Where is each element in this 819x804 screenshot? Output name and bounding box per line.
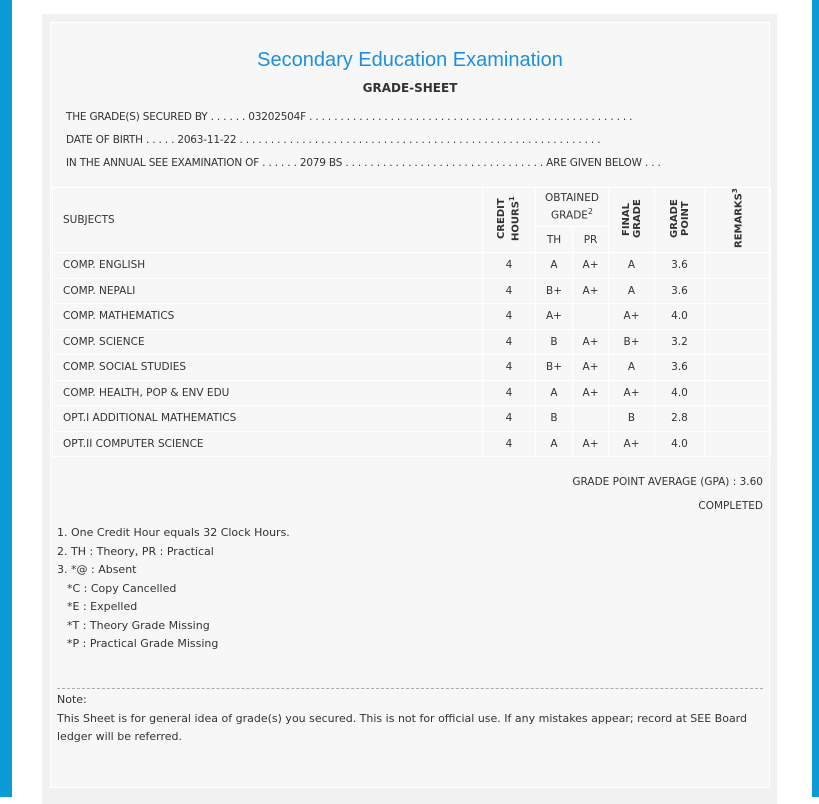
cell-subject: COMP. ENGLISH [52, 252, 483, 279]
footnote: 1. One Credit Hour equals 32 Clock Hours… [57, 526, 290, 539]
exam-year-line: IN THE ANNUAL SEE EXAMINATION OF . . . .… [66, 157, 661, 169]
header-credit-hours: CREDIT HOURS1 [482, 187, 536, 253]
table-row: OPT.II COMPUTER SCIENCE 4 A A+ A+ 4.0 [52, 430, 772, 457]
footnote: *C : Copy Cancelled [67, 581, 177, 595]
header-final-grade: FINAL GRADE [608, 187, 656, 253]
table-row: COMP. ENGLISH 4 A A+ A 3.6 [52, 252, 772, 279]
cell-credit: 4 [482, 252, 536, 279]
cell-pr: A+ [571, 354, 610, 381]
table-row: COMP. HEALTH, POP & ENV EDU 4 A A+ A+ 4.0 [52, 379, 772, 406]
cell-pr: A+ [571, 430, 610, 457]
cell-credit: 4 [482, 328, 536, 355]
cell-final: A+ [608, 303, 656, 330]
cell-remarks [704, 277, 772, 304]
cell-pr: A+ [571, 379, 610, 406]
cell-remarks [704, 328, 772, 355]
header-pr: PR [571, 226, 610, 253]
table-row: COMP. MATHEMATICS 4 A+ A+ 4.0 [52, 303, 772, 330]
cell-gp: 3.6 [654, 277, 706, 304]
cell-th: B+ [535, 277, 573, 304]
footnote: *E : Expelled [67, 600, 138, 613]
note-text: This Sheet is for general idea of grade(… [57, 711, 747, 744]
cell-credit: 4 [482, 303, 536, 330]
footnote: *T : Theory Grade Missing [67, 618, 210, 632]
cell-remarks [704, 252, 772, 279]
cell-final: A [608, 354, 656, 381]
left-border [0, 0, 12, 797]
symbol-number-line: THE GRADE(S) SECURED BY . . . . . . 0320… [66, 111, 633, 123]
cell-th: A [535, 252, 573, 279]
cell-th: A [535, 379, 573, 406]
cell-gp: 2.8 [654, 405, 706, 432]
note-label: Note: [57, 693, 87, 706]
cell-remarks [704, 379, 772, 406]
cell-credit: 4 [482, 277, 536, 304]
cell-final: A+ [608, 430, 656, 457]
cell-final: A [608, 277, 656, 304]
cell-gp: 4.0 [654, 303, 706, 330]
cell-final: B [608, 405, 656, 432]
table-row: OPT.I ADDITIONAL MATHEMATICS 4 B B 2.8 [52, 405, 772, 432]
cell-th: B [535, 328, 573, 355]
cell-pr: A+ [571, 277, 610, 304]
header-th: TH [535, 226, 573, 253]
grade-sheet: Secondary Education Examination GRADE-SH… [50, 22, 772, 788]
cell-subject: COMP. HEALTH, POP & ENV EDU [52, 379, 483, 406]
cell-remarks [704, 430, 772, 457]
cell-subject: COMP. NEPALI [52, 277, 483, 304]
footnote: *P : Practical Grade Missing [67, 637, 219, 650]
cell-subject: COMP. MATHEMATICS [52, 303, 483, 330]
cell-pr: A+ [571, 328, 610, 355]
note: Note: This Sheet is for general idea of … [57, 691, 759, 747]
footnotes: 1. One Credit Hour equals 32 Clock Hours… [57, 524, 290, 654]
cell-pr [571, 303, 610, 330]
cell-gp: 4.0 [654, 379, 706, 406]
cell-subject: COMP. SOCIAL STUDIES [52, 354, 483, 381]
cell-credit: 4 [482, 354, 536, 381]
cell-final: A+ [608, 379, 656, 406]
table-row: COMP. SOCIAL STUDIES 4 B+ A+ A 3.6 [52, 354, 772, 381]
table-row: COMP. NEPALI 4 B+ A+ A 3.6 [52, 277, 772, 304]
table-row: COMP. SCIENCE 4 B A+ B+ 3.2 [52, 328, 772, 355]
header-remarks: REMARKS3 [704, 187, 772, 253]
header-obtained-grade: OBTAINED GRADE2 [534, 186, 610, 228]
cell-gp: 4.0 [654, 430, 706, 457]
gpa: GRADE POINT AVERAGE (GPA) : 3.60 [572, 476, 763, 488]
cell-gp: 3.2 [654, 328, 706, 355]
cell-gp: 3.6 [654, 252, 706, 279]
header-subjects: SUBJECTS [52, 187, 483, 253]
divider [57, 688, 763, 689]
footnote: 3. *@ : Absent [57, 563, 137, 576]
dob-line: DATE OF BIRTH . . . . . 2063-11-22 . . .… [66, 134, 601, 146]
cell-subject: OPT.I ADDITIONAL MATHEMATICS [52, 405, 483, 432]
page-title: Secondary Education Examination [257, 49, 563, 71]
header-grade-point: GRADE POINT [654, 187, 706, 253]
cell-gp: 3.6 [654, 354, 706, 381]
cell-th: A+ [535, 303, 573, 330]
cell-th: B [535, 405, 573, 432]
right-border [812, 0, 819, 797]
cell-th: B+ [535, 354, 573, 381]
cell-pr: A+ [571, 252, 610, 279]
cell-remarks [704, 354, 772, 381]
cell-remarks [704, 405, 772, 432]
cell-credit: 4 [482, 379, 536, 406]
cell-credit: 4 [482, 430, 536, 457]
footnote: 2. TH : Theory, PR : Practical [57, 544, 214, 558]
subtitle: GRADE-SHEET [362, 81, 458, 95]
cell-subject: COMP. SCIENCE [52, 328, 483, 355]
cell-remarks [704, 303, 772, 330]
cell-credit: 4 [482, 405, 536, 432]
cell-final: A [608, 252, 656, 279]
cell-th: A [535, 430, 573, 457]
grade-table: SUBJECTS CREDIT HOURS1 OBTAINED GRADE2 F… [52, 186, 772, 457]
cell-subject: OPT.II COMPUTER SCIENCE [52, 430, 483, 457]
cell-final: B+ [608, 328, 656, 355]
result-status: COMPLETED [698, 500, 763, 512]
cell-pr [571, 405, 610, 432]
